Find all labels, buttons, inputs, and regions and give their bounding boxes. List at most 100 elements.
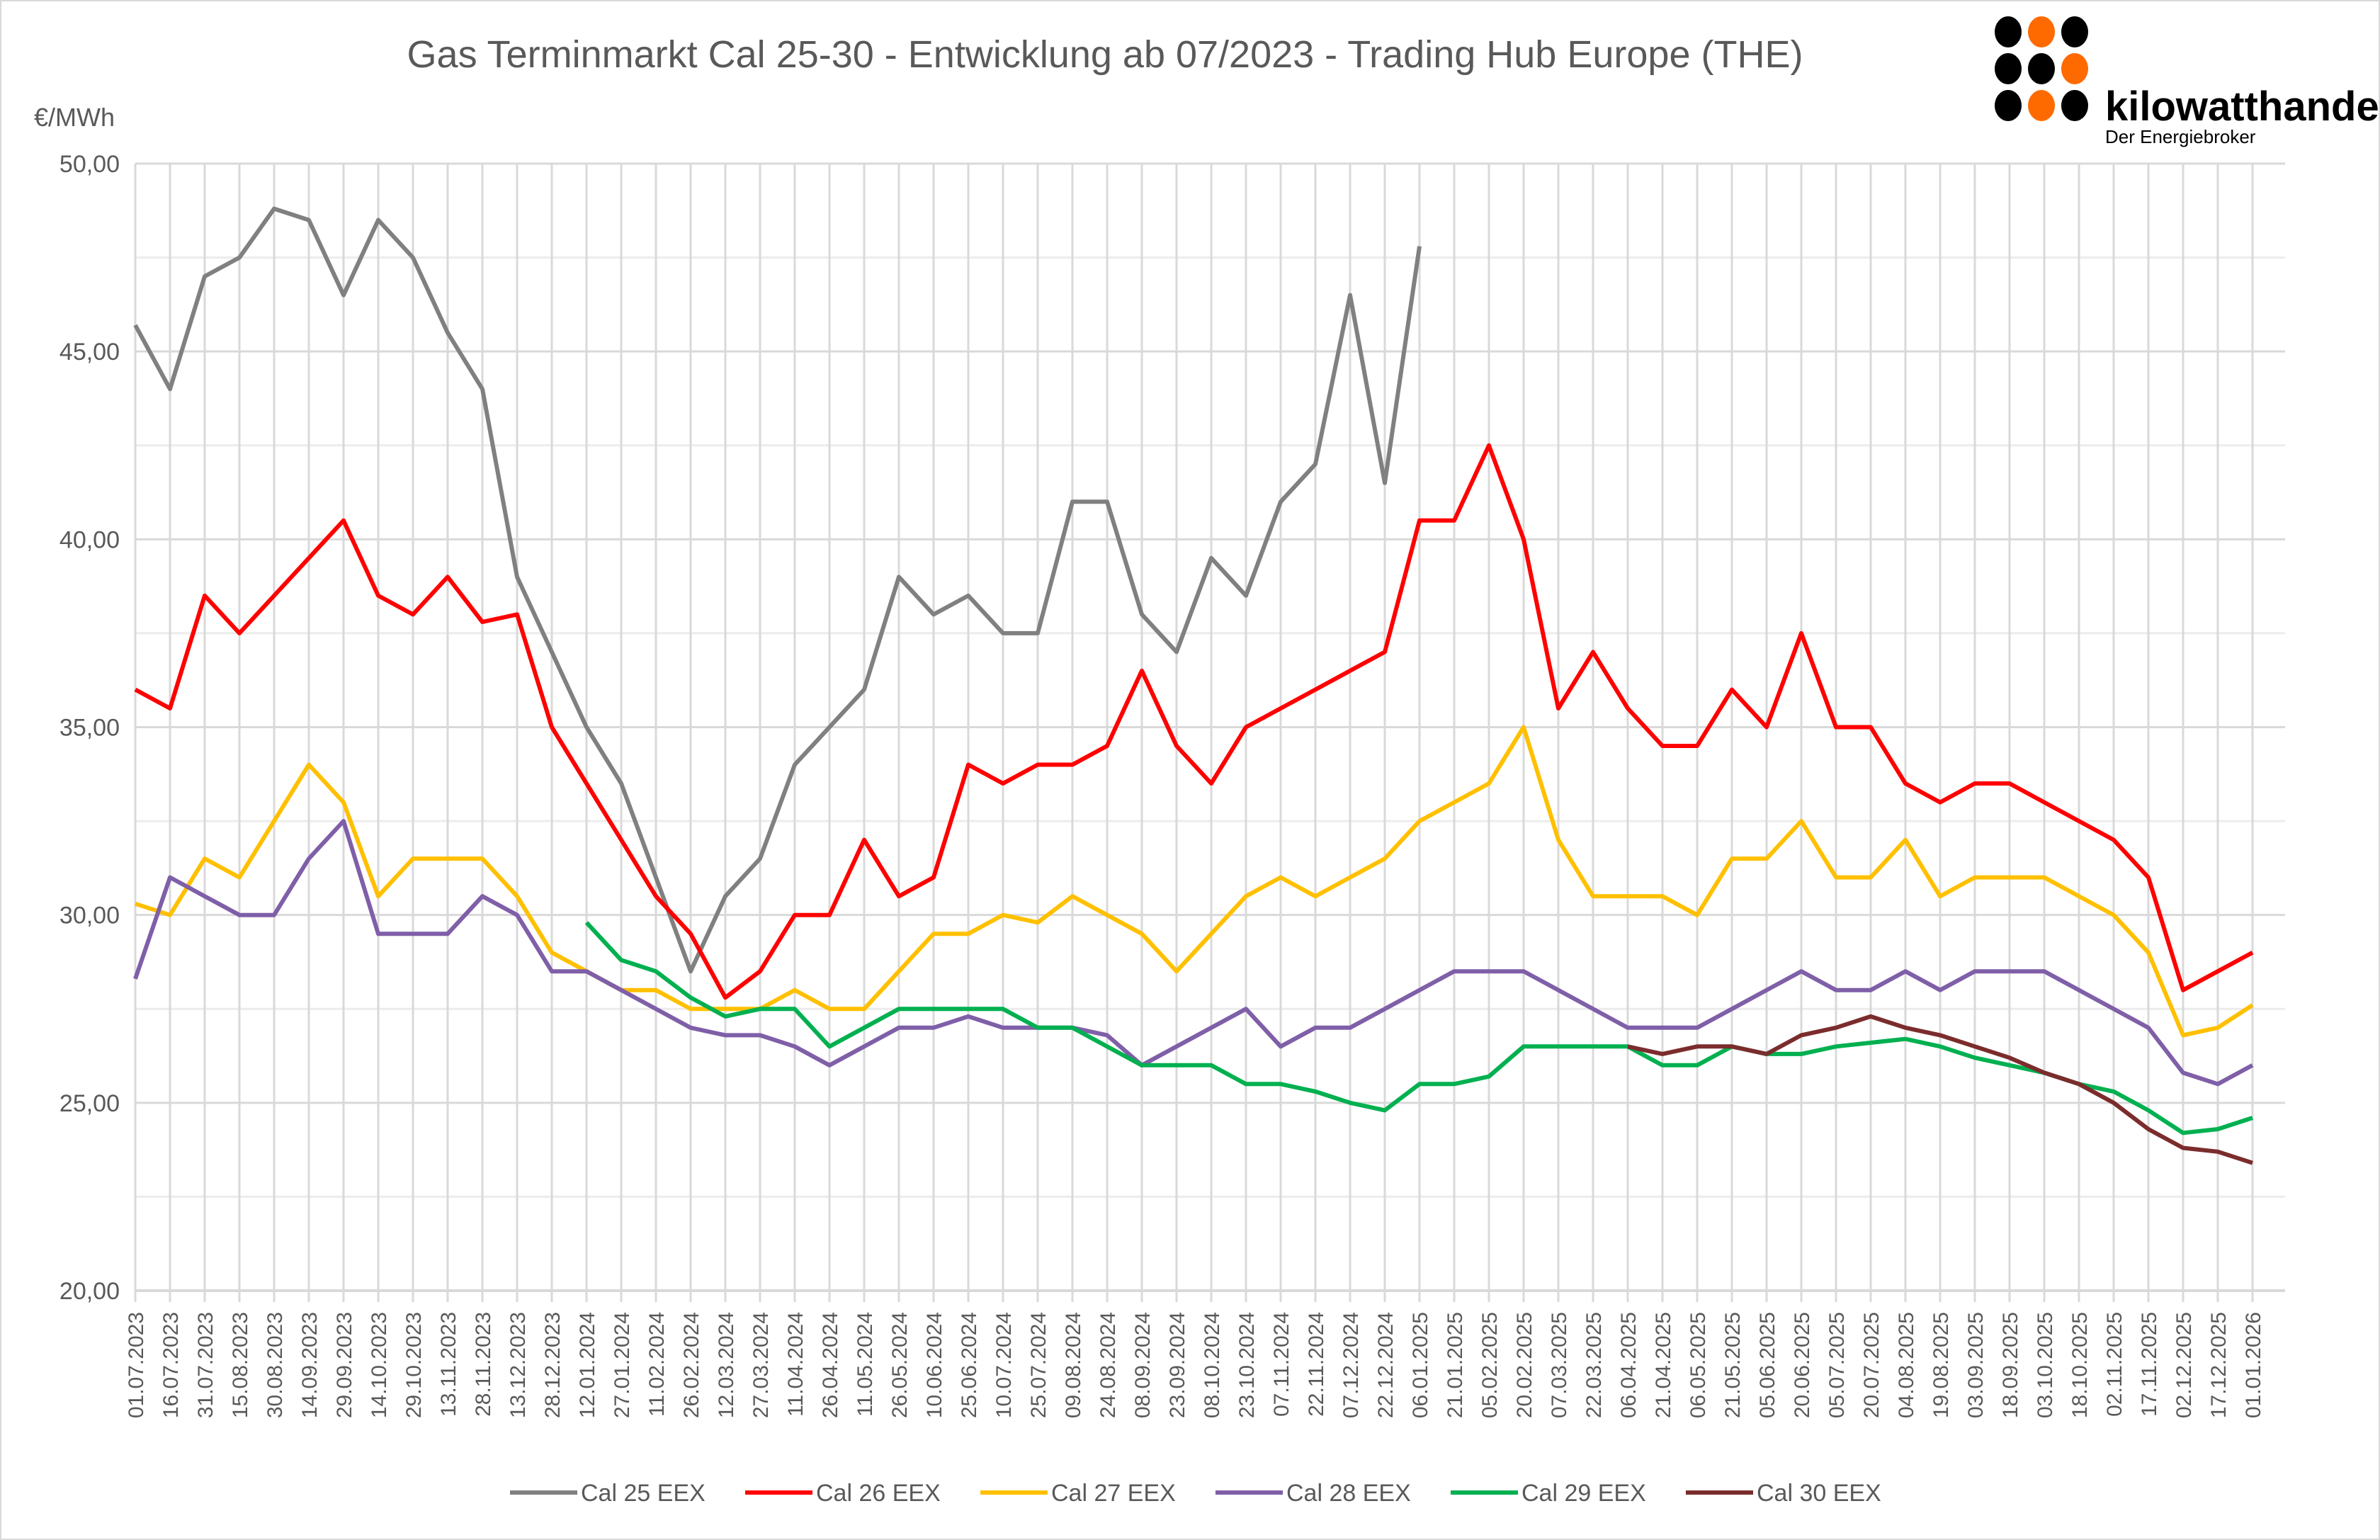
legend-label: Cal 25 EEX bbox=[581, 1480, 706, 1507]
y-tick-label: 35,00 bbox=[60, 715, 120, 742]
legend-item: Cal 28 EEX bbox=[1216, 1480, 1411, 1507]
logo-name: kilowatthandel bbox=[2105, 84, 2380, 130]
x-tick-label: 05.06.2025 bbox=[1756, 1312, 1779, 1418]
x-tick-label: 05.02.2025 bbox=[1478, 1312, 1502, 1418]
logo-dot bbox=[1995, 90, 2022, 121]
x-tick-label: 10.06.2024 bbox=[923, 1312, 946, 1418]
x-tick-label: 19.08.2025 bbox=[1930, 1312, 1953, 1418]
x-tick-label: 27.03.2024 bbox=[749, 1312, 773, 1418]
x-tick-label: 13.12.2023 bbox=[506, 1312, 530, 1418]
x-tick-label: 15.08.2023 bbox=[229, 1312, 252, 1418]
logo-dot bbox=[2061, 53, 2088, 84]
series-line-cal-25-eex bbox=[133, 206, 1422, 974]
legend: Cal 25 EEX Cal 26 EEX Cal 27 EEX Cal 28 EEX… bbox=[510, 1480, 1881, 1507]
logo-dots-icon bbox=[1995, 16, 2088, 121]
x-tick-label: 31.07.2023 bbox=[194, 1312, 217, 1418]
x-tick-label: 26.02.2024 bbox=[680, 1312, 703, 1418]
x-tick-label: 14.10.2023 bbox=[368, 1312, 391, 1418]
x-tick-label: 01.01.2026 bbox=[2242, 1312, 2265, 1418]
legend-label: Cal 27 EEX bbox=[1051, 1480, 1176, 1507]
legend-item: Cal 26 EEX bbox=[745, 1480, 941, 1507]
x-tick-label: 08.09.2024 bbox=[1131, 1312, 1155, 1418]
y-tick-label: 25,00 bbox=[60, 1090, 120, 1117]
x-tick-label: 03.10.2025 bbox=[2034, 1312, 2057, 1418]
x-tick-label: 22.03.2025 bbox=[1582, 1312, 1606, 1418]
x-tick-label: 21.01.2025 bbox=[1444, 1312, 1467, 1418]
x-tick-label: 06.05.2025 bbox=[1687, 1312, 1710, 1418]
x-tick-label: 22.11.2024 bbox=[1305, 1312, 1328, 1417]
x-tick-label: 23.09.2024 bbox=[1166, 1312, 1189, 1418]
series-line-cal-27-eex bbox=[135, 725, 2254, 1038]
x-tick-label: 28.12.2023 bbox=[541, 1312, 565, 1418]
logo-dot bbox=[2061, 16, 2088, 47]
legend-label: Cal 26 EEX bbox=[816, 1480, 941, 1507]
series-line-cal-26-eex bbox=[134, 443, 2254, 1000]
legend-label: Cal 30 EEX bbox=[1757, 1480, 1881, 1507]
x-tick-label: 29.09.2023 bbox=[333, 1312, 356, 1418]
x-tick-label: 11.04.2024 bbox=[784, 1312, 808, 1417]
logo-dot bbox=[2028, 53, 2055, 84]
x-tick-label: 02.11.2025 bbox=[2103, 1312, 2126, 1417]
chart-title: Gas Terminmarkt Cal 25-30 - Entwicklung … bbox=[407, 33, 1803, 76]
y-tick-label: 40,00 bbox=[60, 526, 120, 553]
x-axis: 01.07.2023 16.07.2023 31.07.2023 15.08.2023… bbox=[125, 1312, 2265, 1418]
legend-label: Cal 29 EEX bbox=[1522, 1480, 1646, 1507]
x-tick-label: 10.07.2024 bbox=[992, 1312, 1016, 1418]
logo-dot bbox=[2028, 16, 2055, 47]
logo-dot bbox=[1995, 53, 2022, 84]
x-tick-label: 01.07.2023 bbox=[125, 1312, 148, 1418]
x-tick-label: 26.04.2024 bbox=[819, 1312, 842, 1418]
x-tick-label: 13.11.2023 bbox=[437, 1312, 460, 1417]
logo-tagline: Der Energiebroker bbox=[2105, 126, 2256, 147]
x-tick-label: 18.10.2025 bbox=[2068, 1312, 2092, 1418]
x-tick-label: 18.09.2025 bbox=[1999, 1312, 2022, 1418]
x-tick-label: 21.04.2025 bbox=[1652, 1312, 1675, 1418]
x-tick-label: 25.06.2024 bbox=[958, 1312, 981, 1418]
x-tick-label: 12.03.2024 bbox=[715, 1312, 738, 1418]
y-tick-label: 30,00 bbox=[60, 902, 120, 929]
x-tick-label: 17.12.2025 bbox=[2207, 1312, 2231, 1418]
x-tick-label: 14.09.2023 bbox=[298, 1312, 322, 1418]
y-tick-label: 45,00 bbox=[60, 339, 120, 366]
x-tick-label: 04.08.2025 bbox=[1895, 1312, 1918, 1418]
series-line-cal-29-eex bbox=[584, 921, 2253, 1136]
y-axis-label: €/MWh bbox=[34, 103, 115, 132]
logo-dot bbox=[1995, 16, 2022, 47]
x-tick-label: 07.12.2024 bbox=[1339, 1312, 1363, 1418]
logo-dot bbox=[2028, 90, 2055, 121]
x-tick-label: 11.02.2024 bbox=[645, 1312, 669, 1417]
x-tick-label: 17.11.2025 bbox=[2138, 1312, 2161, 1417]
logo-dot bbox=[2061, 90, 2088, 121]
x-tick-label: 29.10.2023 bbox=[402, 1312, 426, 1418]
x-tick-label: 07.03.2025 bbox=[1548, 1312, 1571, 1418]
x-tick-label: 12.01.2024 bbox=[576, 1312, 599, 1418]
x-tick-label: 09.08.2024 bbox=[1062, 1312, 1085, 1418]
x-tick-label: 22.12.2024 bbox=[1374, 1312, 1398, 1418]
legend-item: Cal 29 EEX bbox=[1451, 1480, 1646, 1507]
series-lines bbox=[133, 206, 2254, 1165]
x-tick-label: 06.04.2025 bbox=[1617, 1312, 1640, 1418]
y-tick-label: 20,00 bbox=[60, 1278, 120, 1305]
x-tick-label: 21.05.2025 bbox=[1721, 1312, 1745, 1418]
x-tick-label: 16.07.2023 bbox=[159, 1312, 183, 1418]
x-tick-label: 06.01.2025 bbox=[1409, 1312, 1432, 1418]
x-tick-label: 20.02.2025 bbox=[1513, 1312, 1536, 1418]
legend-label: Cal 28 EEX bbox=[1286, 1480, 1411, 1507]
series-line-cal-28-eex bbox=[133, 819, 2254, 1087]
kilowatthandel-logo: kilowatthandel Der Energiebroker bbox=[1995, 16, 2380, 147]
x-tick-label: 11.05.2024 bbox=[854, 1312, 877, 1417]
gridlines bbox=[134, 162, 2285, 1302]
y-tick-label: 50,00 bbox=[60, 151, 120, 178]
x-tick-label: 23.10.2024 bbox=[1235, 1312, 1259, 1418]
legend-item: Cal 27 EEX bbox=[980, 1480, 1176, 1507]
x-tick-label: 26.05.2024 bbox=[888, 1312, 912, 1418]
legend-item: Cal 25 EEX bbox=[510, 1480, 706, 1507]
x-tick-label: 28.11.2023 bbox=[472, 1312, 495, 1417]
x-tick-label: 20.07.2025 bbox=[1860, 1312, 1883, 1418]
x-tick-label: 07.11.2024 bbox=[1270, 1312, 1293, 1417]
x-tick-label: 08.10.2024 bbox=[1201, 1312, 1224, 1418]
x-tick-label: 05.07.2025 bbox=[1825, 1312, 1849, 1418]
x-tick-label: 02.12.2025 bbox=[2172, 1312, 2196, 1418]
